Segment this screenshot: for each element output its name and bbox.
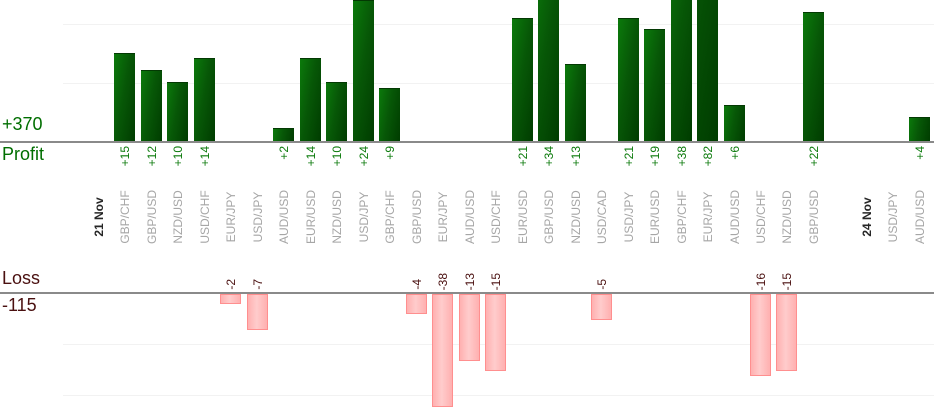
loss-value-label: -4 xyxy=(410,279,424,290)
profit-bar xyxy=(644,29,665,141)
profit-bar xyxy=(353,0,374,141)
loss-bar xyxy=(406,294,427,314)
category-label: USD/CHF xyxy=(754,190,768,244)
loss-value-label: -38 xyxy=(436,272,450,290)
profit-bar xyxy=(194,58,215,141)
loss-gridline xyxy=(63,395,934,396)
category-label: EUR/JPY xyxy=(436,191,450,243)
profit-value-label: +19 xyxy=(648,146,662,167)
profit-gridline xyxy=(63,24,934,25)
category-label: NZD/USD xyxy=(171,190,185,244)
profit-bar xyxy=(909,117,930,141)
date-label: 21 Nov xyxy=(92,197,106,237)
profit-value-label: +9 xyxy=(383,146,397,160)
category-label: EUR/JPY xyxy=(224,191,238,243)
category-label: GBP/CHF xyxy=(383,190,397,244)
loss-value-label: -15 xyxy=(489,272,503,290)
profit-bar xyxy=(141,70,162,141)
category-label: USD/JPY xyxy=(886,191,900,243)
profit-axis-line xyxy=(0,141,934,143)
category-label: NZD/USD xyxy=(569,190,583,244)
category-label: NZD/USD xyxy=(330,190,344,244)
profit-value-label: +15 xyxy=(118,146,132,167)
profit-value-label: +4 xyxy=(913,146,927,160)
profit-value-label: +10 xyxy=(330,146,344,167)
profit-value-label: +21 xyxy=(516,146,530,167)
loss-bar xyxy=(459,294,480,361)
profit-bars-layer xyxy=(0,0,934,141)
loss-bar xyxy=(591,294,612,320)
profit-value-label: +82 xyxy=(701,146,715,167)
category-label: USD/JPY xyxy=(357,191,371,243)
profit-bar xyxy=(671,0,692,141)
date-label: 24 Nov xyxy=(860,197,874,237)
loss-bar xyxy=(220,294,241,304)
category-label: GBP/USD xyxy=(542,189,556,245)
loss-axis-line xyxy=(0,292,934,294)
profit-value-label: +14 xyxy=(304,146,318,167)
category-label: GBP/USD xyxy=(807,189,821,245)
loss-value-label: -2 xyxy=(224,279,238,290)
profit-value-label: +22 xyxy=(807,146,821,167)
category-label: EUR/USD xyxy=(304,189,318,245)
category-label: EUR/USD xyxy=(648,189,662,245)
profit-value-label: +38 xyxy=(675,146,689,167)
profit-bar xyxy=(273,128,294,141)
loss-bars-layer xyxy=(0,294,934,408)
loss-total-label: -115 xyxy=(2,295,37,315)
profit-value-label: +13 xyxy=(569,146,583,167)
category-label: USD/CAD xyxy=(595,189,609,245)
category-label: GBP/CHF xyxy=(118,190,132,244)
profit-value-label: +10 xyxy=(171,146,185,167)
category-label: EUR/USD xyxy=(516,189,530,245)
profit-bar xyxy=(538,0,559,141)
profit-value-label: +6 xyxy=(728,146,742,160)
profit-bar xyxy=(114,53,135,141)
loss-value-label: -15 xyxy=(780,272,794,290)
category-label: AUD/USD xyxy=(463,189,477,245)
profit-bar xyxy=(167,82,188,141)
profit-axis-title: Profit xyxy=(2,144,45,164)
loss-bar xyxy=(247,294,268,330)
loss-bar xyxy=(776,294,797,371)
profit-bar xyxy=(697,0,718,141)
profit-total-label: +370 xyxy=(2,114,43,134)
profit-gridline xyxy=(63,83,934,84)
profit-bar xyxy=(300,58,321,141)
profit-value-label: +12 xyxy=(145,146,159,167)
category-label: AUD/USD xyxy=(913,189,927,245)
profit-bar xyxy=(803,12,824,141)
category-label: USD/JPY xyxy=(622,191,636,243)
profit-bar xyxy=(565,64,586,141)
category-label: USD/JPY xyxy=(251,191,265,243)
profit-value-label: +2 xyxy=(277,146,291,160)
category-label: GBP/USD xyxy=(145,189,159,245)
category-label: EUR/JPY xyxy=(701,191,715,243)
profit-bar xyxy=(379,88,400,141)
profit-bar xyxy=(512,18,533,141)
profit-value-label: +21 xyxy=(622,146,636,167)
category-label: AUD/USD xyxy=(277,189,291,245)
loss-bar xyxy=(432,294,453,407)
loss-value-label: -5 xyxy=(595,279,609,290)
category-label: AUD/USD xyxy=(728,189,742,245)
loss-value-label: -7 xyxy=(251,279,265,290)
profit-value-label: +24 xyxy=(357,146,371,167)
category-label: NZD/USD xyxy=(780,190,794,244)
profit-value-label: +34 xyxy=(542,146,556,167)
category-label: USD/CHF xyxy=(489,190,503,244)
profit-bar xyxy=(326,82,347,141)
category-label: GBP/CHF xyxy=(675,190,689,244)
loss-axis-title: Loss xyxy=(2,268,41,288)
loss-value-label: -16 xyxy=(754,272,768,290)
loss-bar xyxy=(485,294,506,371)
category-label: GBP/USD xyxy=(410,189,424,245)
category-label: USD/CHF xyxy=(198,190,212,244)
loss-value-label: -13 xyxy=(463,272,477,290)
profit-bar xyxy=(618,18,639,141)
profit-bar xyxy=(724,105,745,141)
profit-value-label: +14 xyxy=(198,146,212,167)
loss-bar xyxy=(750,294,771,376)
